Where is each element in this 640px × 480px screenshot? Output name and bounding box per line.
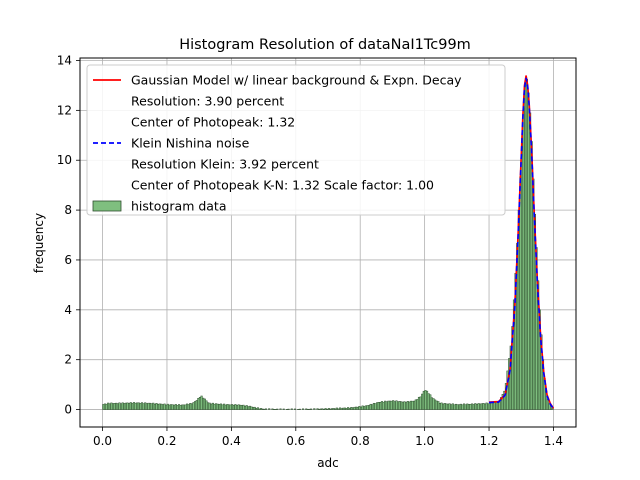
x-tick-label: 0.8	[351, 434, 370, 448]
histogram-bar	[549, 406, 553, 410]
y-tick-label: 4	[64, 303, 72, 317]
y-tick-label: 8	[64, 203, 72, 217]
x-tick-label: 0.6	[286, 434, 305, 448]
histogram-bar	[301, 408, 305, 410]
x-tick-label: 0.0	[93, 434, 112, 448]
histogram-bar	[313, 408, 316, 410]
histogram-bars	[102, 78, 554, 410]
axis-ticks: 0.0 0.2 0.4 0.6 0.8 1.0 1.2 1.4 0 2 4 6 8 10 12 14	[57, 53, 563, 448]
chart-title: Histogram Resolution of dataNaI1Tc99m	[179, 37, 471, 53]
legend: Gaussian Model w/ linear background & Ex…	[86, 64, 506, 216]
legend-entry-label: Center of Photopeak: 1.32	[131, 115, 295, 130]
y-tick-label: 6	[64, 253, 72, 267]
legend-entry-label: Center of Photopeak K-N: 1.32 Scale fact…	[131, 178, 434, 193]
histogram-bar	[279, 408, 282, 410]
x-tick-label: 1.0	[415, 434, 434, 448]
fit-curves	[488, 75, 555, 410]
histogram-bar	[256, 407, 260, 410]
legend-entry-label: Resolution Klein: 3.92 percent	[131, 157, 319, 172]
legend-entry-label: Klein Nishina noise	[131, 136, 250, 151]
x-axis-label: adc	[317, 456, 339, 470]
y-axis-label: frequency	[32, 213, 46, 273]
histogram-bar	[264, 408, 268, 410]
legend-entry-label: Gaussian Model w/ linear background & Ex…	[131, 73, 462, 88]
x-tick-label: 0.4	[222, 434, 241, 448]
histogram-bar	[282, 408, 285, 410]
histogram-bar	[310, 408, 313, 410]
y-tick-label: 0	[64, 403, 72, 417]
y-tick-label: 12	[57, 103, 72, 117]
histogram-bar	[290, 408, 293, 410]
legend-box	[86, 64, 506, 216]
y-tick-label: 10	[57, 153, 72, 167]
y-tick-label: 14	[57, 53, 72, 67]
legend-patch-swatch	[92, 200, 122, 212]
plot-frame	[79, 57, 577, 428]
x-tick-label: 0.2	[157, 434, 176, 448]
histogram-bar	[268, 408, 271, 410]
histogram-bar	[276, 408, 279, 410]
y-tick-label: 2	[64, 353, 72, 367]
histogram-bar	[551, 408, 554, 410]
x-tick-label: 1.2	[479, 434, 498, 448]
legend-entry-label: histogram data	[131, 199, 227, 214]
histogram-bar	[293, 408, 297, 410]
histogram-bar	[324, 408, 327, 410]
legend-entry-label: Resolution: 3.90 percent	[131, 94, 284, 109]
x-tick-label: 1.4	[544, 434, 563, 448]
klein-nishina-line	[488, 77, 555, 410]
